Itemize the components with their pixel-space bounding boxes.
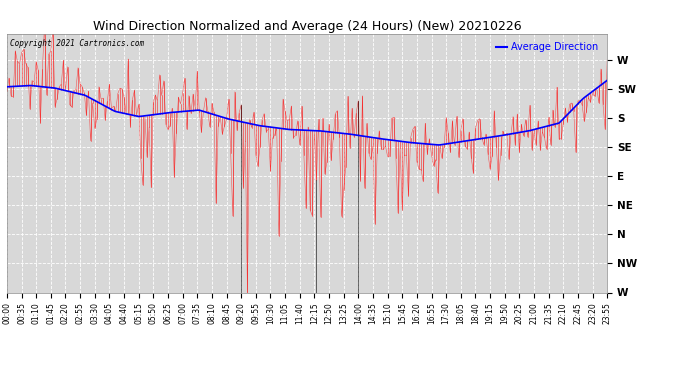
Title: Wind Direction Normalized and Average (24 Hours) (New) 20210226: Wind Direction Normalized and Average (2…: [92, 20, 522, 33]
Text: Copyright 2021 Cartronics.com: Copyright 2021 Cartronics.com: [10, 39, 144, 48]
Legend: Average Direction: Average Direction: [492, 39, 602, 56]
